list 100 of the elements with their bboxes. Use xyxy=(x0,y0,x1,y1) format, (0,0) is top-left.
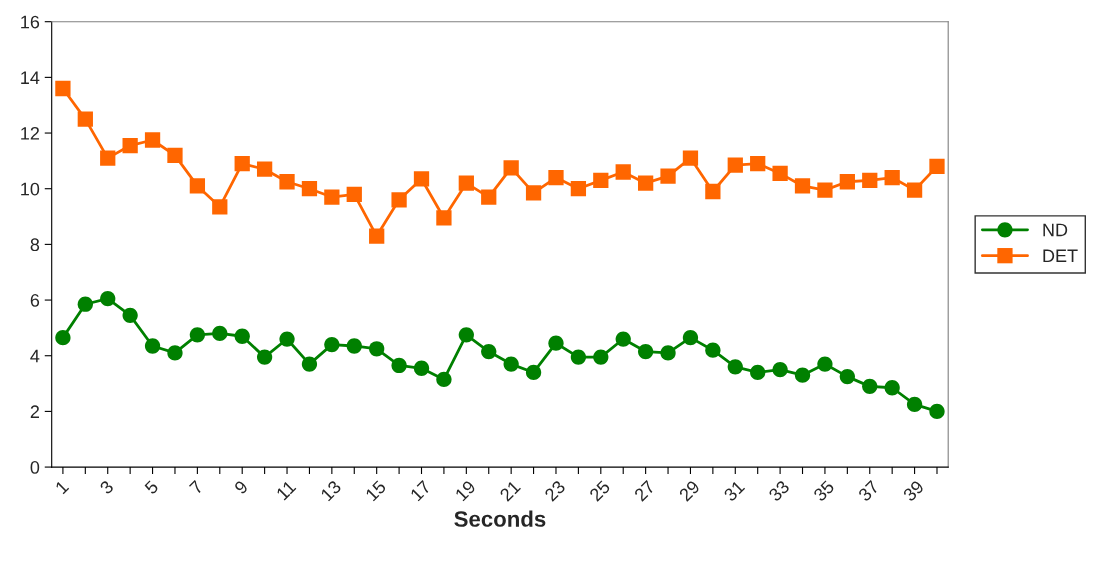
point xyxy=(100,150,116,166)
legend-label: ND xyxy=(1043,223,1068,237)
point xyxy=(301,181,318,197)
point xyxy=(279,331,295,347)
y-tick-label: 2 xyxy=(30,405,39,418)
point xyxy=(637,175,654,191)
x-tick-label: 37 xyxy=(857,479,880,502)
point xyxy=(727,157,743,173)
point xyxy=(525,185,542,201)
point xyxy=(256,349,273,365)
x-tick-label: 19 xyxy=(454,479,477,502)
point xyxy=(794,178,811,194)
point xyxy=(77,296,93,312)
point xyxy=(772,362,788,378)
point xyxy=(413,360,430,376)
point xyxy=(301,356,318,372)
point xyxy=(862,172,878,188)
point xyxy=(906,182,923,198)
point xyxy=(189,327,206,343)
x-tick-label: 11 xyxy=(275,479,297,501)
y-tick-label: 8 xyxy=(30,238,40,252)
point xyxy=(593,172,609,188)
point xyxy=(436,210,452,226)
point xyxy=(906,396,923,413)
point xyxy=(548,169,564,186)
point xyxy=(144,132,161,148)
point xyxy=(100,291,116,307)
x-tick-label: 27 xyxy=(633,479,656,502)
point xyxy=(122,137,138,154)
point xyxy=(167,147,183,163)
point xyxy=(570,181,587,197)
x-tick-label: 13 xyxy=(320,479,342,502)
point xyxy=(369,341,385,357)
point xyxy=(660,345,676,361)
point xyxy=(794,367,811,383)
x-tick-label: 25 xyxy=(588,479,611,502)
x-tick-label: 31 xyxy=(723,479,746,502)
point xyxy=(189,178,206,194)
point xyxy=(593,349,609,365)
point xyxy=(212,199,228,215)
point xyxy=(503,356,519,372)
y-tick-label: 10 xyxy=(21,182,40,196)
x-tick-label: 17 xyxy=(409,479,432,502)
point xyxy=(346,186,362,202)
x-tick-label: 7 xyxy=(189,479,204,495)
point xyxy=(839,174,855,190)
point xyxy=(234,156,250,172)
point xyxy=(391,357,407,374)
x-tick-label: 23 xyxy=(543,479,566,502)
x-axis-title: Seconds xyxy=(454,510,546,527)
y-tick-label: 6 xyxy=(30,293,40,307)
point xyxy=(458,327,474,343)
point xyxy=(525,364,542,381)
x-tick-label: 9 xyxy=(233,479,249,495)
y-tick-label: 16 xyxy=(21,15,40,29)
point xyxy=(279,174,295,190)
point xyxy=(570,349,587,365)
x-tick-label: 39 xyxy=(902,479,925,502)
point xyxy=(682,330,699,346)
point xyxy=(615,164,631,180)
point xyxy=(817,356,833,372)
legend-label: DET xyxy=(1043,249,1078,262)
point xyxy=(324,189,340,205)
point xyxy=(862,378,878,394)
point xyxy=(637,343,654,360)
point xyxy=(615,331,631,347)
y-tick-label: 4 xyxy=(30,349,40,363)
y-tick-label: 14 xyxy=(21,71,40,84)
point xyxy=(817,182,833,198)
y-tick-label: 0 xyxy=(30,461,40,474)
x-tick-label: 3 xyxy=(99,479,115,495)
point xyxy=(705,342,721,358)
x-tick-label: 21 xyxy=(499,479,521,502)
point xyxy=(727,359,743,375)
point xyxy=(481,343,497,360)
point xyxy=(369,228,385,244)
x-tick-label: 15 xyxy=(365,479,387,502)
point xyxy=(884,380,900,396)
point xyxy=(167,345,183,361)
point xyxy=(234,328,250,344)
point xyxy=(413,171,430,187)
x-tick-label: 35 xyxy=(812,479,835,502)
point xyxy=(750,156,766,172)
point xyxy=(436,371,452,388)
point xyxy=(884,169,900,186)
point xyxy=(324,336,340,353)
point xyxy=(682,150,699,166)
point xyxy=(503,160,519,176)
point xyxy=(750,364,766,381)
point xyxy=(144,338,161,354)
point xyxy=(839,368,855,385)
point xyxy=(705,183,721,200)
x-tick-label: 5 xyxy=(144,479,159,495)
y-tick-label: 12 xyxy=(21,126,39,140)
point xyxy=(772,165,788,182)
x-tick-label: 29 xyxy=(678,479,701,502)
point xyxy=(929,403,945,420)
point xyxy=(77,111,93,127)
point xyxy=(548,335,564,351)
point xyxy=(55,330,71,346)
